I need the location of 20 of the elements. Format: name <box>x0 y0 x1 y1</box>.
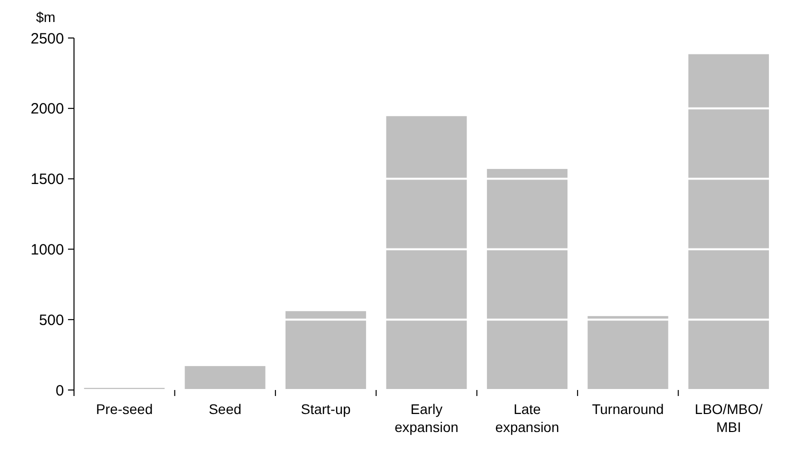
y-tick-label: 500 <box>38 312 64 329</box>
y-tick-label: 1500 <box>30 171 64 188</box>
y-tick-label: 2500 <box>30 30 64 48</box>
x-tick-label: Late expansion <box>495 401 560 435</box>
x-tick-label: LBO/MBO/MBI <box>694 401 763 435</box>
x-tick-label: Start-up <box>300 401 351 417</box>
y-tick-label: 1000 <box>30 241 64 258</box>
bar <box>386 116 467 390</box>
y-axis-title: $m <box>36 9 56 25</box>
x-tick-label: Turnaround <box>592 401 664 417</box>
bar <box>688 54 769 390</box>
x-tick-label: Pre-seed <box>96 401 153 417</box>
bar <box>588 316 668 390</box>
y-tick-label: 0 <box>56 382 64 400</box>
bar <box>184 366 266 390</box>
x-tick-label: Seed <box>208 401 242 417</box>
y-tick-label: 2000 <box>30 100 64 118</box>
bar <box>486 168 568 390</box>
bar <box>286 311 366 390</box>
x-tick-label: Early expansion <box>394 401 458 435</box>
